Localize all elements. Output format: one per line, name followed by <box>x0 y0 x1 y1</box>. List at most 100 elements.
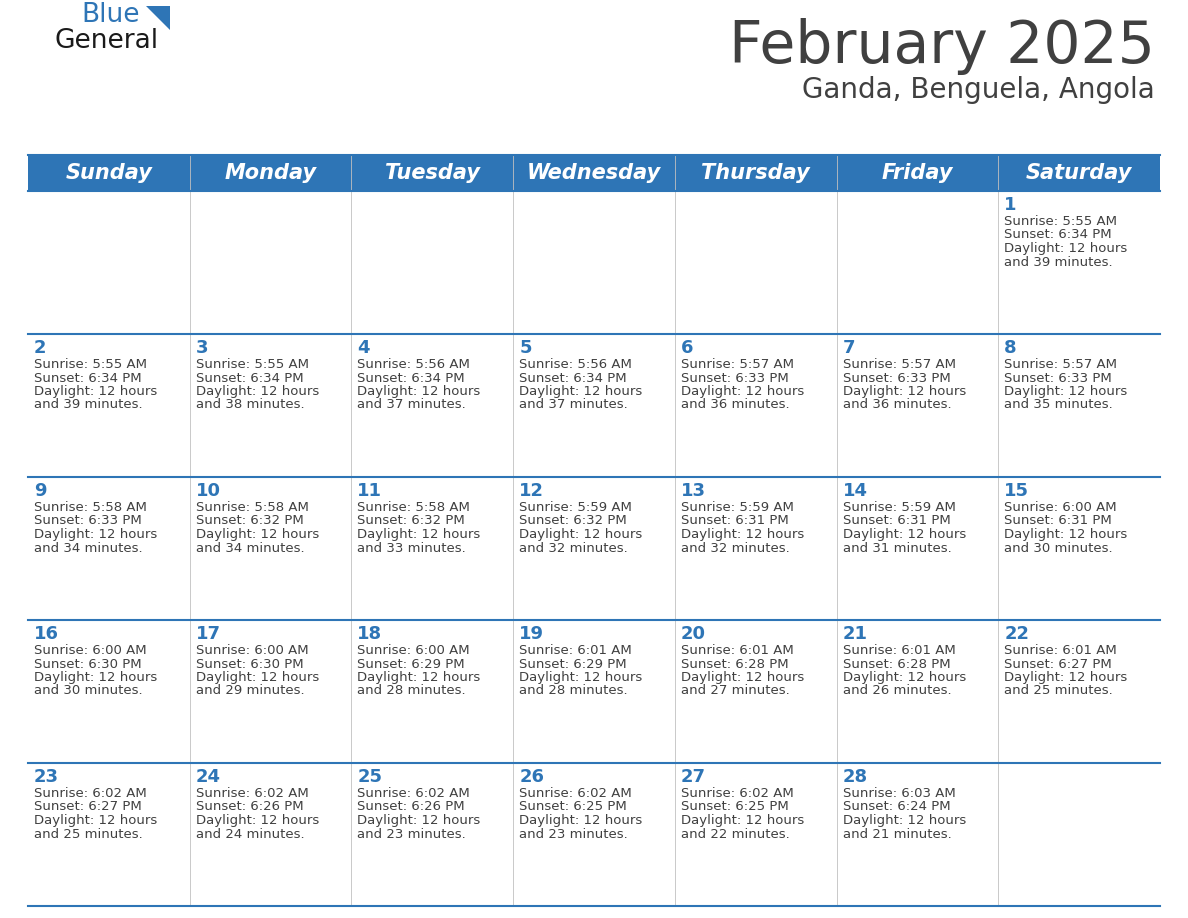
Text: 25: 25 <box>358 768 383 786</box>
Text: 26: 26 <box>519 768 544 786</box>
Text: and 34 minutes.: and 34 minutes. <box>34 542 143 554</box>
Text: 14: 14 <box>842 482 867 500</box>
Text: Sunset: 6:30 PM: Sunset: 6:30 PM <box>196 657 303 670</box>
Text: Sunday: Sunday <box>65 163 152 183</box>
Text: 1: 1 <box>1004 196 1017 214</box>
Text: Sunset: 6:31 PM: Sunset: 6:31 PM <box>842 514 950 528</box>
Text: 2: 2 <box>34 339 46 357</box>
Text: Daylight: 12 hours: Daylight: 12 hours <box>196 528 318 541</box>
Text: Sunset: 6:30 PM: Sunset: 6:30 PM <box>34 657 141 670</box>
Text: Sunset: 6:27 PM: Sunset: 6:27 PM <box>1004 657 1112 670</box>
Text: Daylight: 12 hours: Daylight: 12 hours <box>681 814 804 827</box>
Text: and 23 minutes.: and 23 minutes. <box>519 827 628 841</box>
Text: Sunrise: 5:57 AM: Sunrise: 5:57 AM <box>1004 358 1117 371</box>
Text: Sunrise: 6:02 AM: Sunrise: 6:02 AM <box>519 787 632 800</box>
Text: and 30 minutes.: and 30 minutes. <box>1004 542 1113 554</box>
Text: Sunset: 6:24 PM: Sunset: 6:24 PM <box>842 800 950 813</box>
Text: and 25 minutes.: and 25 minutes. <box>34 827 143 841</box>
Text: Daylight: 12 hours: Daylight: 12 hours <box>196 671 318 684</box>
Text: Sunrise: 5:57 AM: Sunrise: 5:57 AM <box>842 358 955 371</box>
Text: Sunrise: 6:01 AM: Sunrise: 6:01 AM <box>1004 644 1117 657</box>
Text: and 22 minutes.: and 22 minutes. <box>681 827 790 841</box>
Text: Sunrise: 6:00 AM: Sunrise: 6:00 AM <box>358 644 470 657</box>
Text: Daylight: 12 hours: Daylight: 12 hours <box>681 385 804 398</box>
Text: Sunset: 6:26 PM: Sunset: 6:26 PM <box>358 800 465 813</box>
Text: Sunrise: 5:56 AM: Sunrise: 5:56 AM <box>358 358 470 371</box>
Text: Sunrise: 5:57 AM: Sunrise: 5:57 AM <box>681 358 794 371</box>
Text: Sunset: 6:31 PM: Sunset: 6:31 PM <box>681 514 789 528</box>
Text: Daylight: 12 hours: Daylight: 12 hours <box>196 385 318 398</box>
Bar <box>29 155 1159 191</box>
Text: 19: 19 <box>519 625 544 643</box>
Text: Daylight: 12 hours: Daylight: 12 hours <box>519 814 643 827</box>
Text: 23: 23 <box>34 768 59 786</box>
Text: Sunrise: 6:02 AM: Sunrise: 6:02 AM <box>34 787 147 800</box>
Text: Daylight: 12 hours: Daylight: 12 hours <box>358 385 481 398</box>
Text: Sunset: 6:34 PM: Sunset: 6:34 PM <box>1004 229 1112 241</box>
Text: Daylight: 12 hours: Daylight: 12 hours <box>842 814 966 827</box>
Text: Sunset: 6:26 PM: Sunset: 6:26 PM <box>196 800 303 813</box>
Bar <box>29 477 1159 620</box>
Text: Daylight: 12 hours: Daylight: 12 hours <box>34 528 157 541</box>
Text: Monday: Monday <box>225 163 317 183</box>
Text: and 29 minutes.: and 29 minutes. <box>196 685 304 698</box>
Text: Sunrise: 5:55 AM: Sunrise: 5:55 AM <box>196 358 309 371</box>
Polygon shape <box>146 6 170 30</box>
Text: Daylight: 12 hours: Daylight: 12 hours <box>34 814 157 827</box>
Text: 28: 28 <box>842 768 867 786</box>
Text: Sunset: 6:29 PM: Sunset: 6:29 PM <box>519 657 627 670</box>
Text: 15: 15 <box>1004 482 1029 500</box>
Text: Daylight: 12 hours: Daylight: 12 hours <box>519 385 643 398</box>
Text: 5: 5 <box>519 339 532 357</box>
Text: Saturday: Saturday <box>1026 163 1132 183</box>
Text: Sunrise: 6:02 AM: Sunrise: 6:02 AM <box>358 787 470 800</box>
Text: Sunset: 6:32 PM: Sunset: 6:32 PM <box>358 514 466 528</box>
Text: Sunset: 6:33 PM: Sunset: 6:33 PM <box>34 514 141 528</box>
Text: 18: 18 <box>358 625 383 643</box>
Text: and 37 minutes.: and 37 minutes. <box>358 398 466 411</box>
Text: and 35 minutes.: and 35 minutes. <box>1004 398 1113 411</box>
Text: 16: 16 <box>34 625 59 643</box>
Text: Sunrise: 6:02 AM: Sunrise: 6:02 AM <box>196 787 309 800</box>
Text: Daylight: 12 hours: Daylight: 12 hours <box>842 528 966 541</box>
Text: and 25 minutes.: and 25 minutes. <box>1004 685 1113 698</box>
Text: Daylight: 12 hours: Daylight: 12 hours <box>1004 385 1127 398</box>
Text: and 28 minutes.: and 28 minutes. <box>519 685 627 698</box>
Text: Sunrise: 6:01 AM: Sunrise: 6:01 AM <box>842 644 955 657</box>
Text: Sunrise: 6:00 AM: Sunrise: 6:00 AM <box>34 644 146 657</box>
Text: and 23 minutes.: and 23 minutes. <box>358 827 466 841</box>
Text: Sunrise: 6:02 AM: Sunrise: 6:02 AM <box>681 787 794 800</box>
Text: 8: 8 <box>1004 339 1017 357</box>
Text: Sunset: 6:34 PM: Sunset: 6:34 PM <box>519 372 627 385</box>
Text: Sunset: 6:32 PM: Sunset: 6:32 PM <box>519 514 627 528</box>
Text: Sunset: 6:28 PM: Sunset: 6:28 PM <box>681 657 789 670</box>
Text: Sunset: 6:33 PM: Sunset: 6:33 PM <box>842 372 950 385</box>
Text: Daylight: 12 hours: Daylight: 12 hours <box>358 528 481 541</box>
Text: Sunrise: 6:00 AM: Sunrise: 6:00 AM <box>196 644 309 657</box>
Text: Friday: Friday <box>881 163 953 183</box>
Text: and 33 minutes.: and 33 minutes. <box>358 542 466 554</box>
Text: 20: 20 <box>681 625 706 643</box>
Text: and 36 minutes.: and 36 minutes. <box>842 398 952 411</box>
Text: Sunrise: 5:55 AM: Sunrise: 5:55 AM <box>34 358 147 371</box>
Text: and 27 minutes.: and 27 minutes. <box>681 685 790 698</box>
Text: and 36 minutes.: and 36 minutes. <box>681 398 790 411</box>
Text: and 32 minutes.: and 32 minutes. <box>681 542 790 554</box>
Text: Blue: Blue <box>81 2 139 28</box>
Text: Daylight: 12 hours: Daylight: 12 hours <box>34 671 157 684</box>
Text: and 31 minutes.: and 31 minutes. <box>842 542 952 554</box>
Text: 11: 11 <box>358 482 383 500</box>
Text: 22: 22 <box>1004 625 1029 643</box>
Text: 9: 9 <box>34 482 46 500</box>
Text: Sunset: 6:34 PM: Sunset: 6:34 PM <box>196 372 303 385</box>
Text: General: General <box>55 28 159 54</box>
Text: Sunrise: 6:01 AM: Sunrise: 6:01 AM <box>519 644 632 657</box>
Text: 13: 13 <box>681 482 706 500</box>
Text: 4: 4 <box>358 339 369 357</box>
Text: Sunrise: 6:01 AM: Sunrise: 6:01 AM <box>681 644 794 657</box>
Text: Sunset: 6:33 PM: Sunset: 6:33 PM <box>1004 372 1112 385</box>
Text: and 34 minutes.: and 34 minutes. <box>196 542 304 554</box>
Text: Sunset: 6:32 PM: Sunset: 6:32 PM <box>196 514 303 528</box>
Text: and 39 minutes.: and 39 minutes. <box>1004 255 1113 268</box>
Text: and 21 minutes.: and 21 minutes. <box>842 827 952 841</box>
